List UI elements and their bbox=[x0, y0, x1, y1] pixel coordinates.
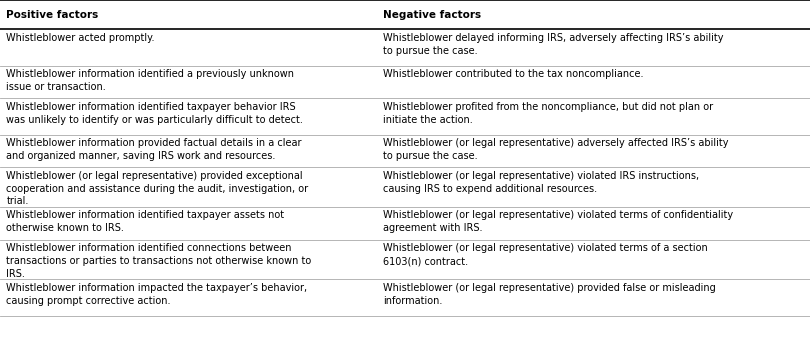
Text: Whistleblower information identified taxpayer behavior IRS
was unlikely to ident: Whistleblower information identified tax… bbox=[6, 102, 304, 125]
Text: Whistleblower (or legal representative) violated IRS instructions,
causing IRS t: Whistleblower (or legal representative) … bbox=[383, 171, 699, 194]
Text: Whistleblower information provided factual details in a clear
and organized mann: Whistleblower information provided factu… bbox=[6, 138, 302, 161]
Text: Whistleblower (or legal representative) provided false or misleading
information: Whistleblower (or legal representative) … bbox=[383, 283, 716, 306]
Text: Positive factors: Positive factors bbox=[6, 10, 99, 20]
Text: Negative factors: Negative factors bbox=[383, 10, 481, 20]
Text: Whistleblower information identified a previously unknown
issue or transaction.: Whistleblower information identified a p… bbox=[6, 69, 295, 92]
Text: Whistleblower information identified connections between
transactions or parties: Whistleblower information identified con… bbox=[6, 243, 312, 279]
Text: Whistleblower (or legal representative) provided exceptional
cooperation and ass: Whistleblower (or legal representative) … bbox=[6, 171, 309, 206]
Text: Whistleblower (or legal representative) violated terms of confidentiality
agreem: Whistleblower (or legal representative) … bbox=[383, 210, 733, 233]
Text: Whistleblower information impacted the taxpayer’s behavior,
causing prompt corre: Whistleblower information impacted the t… bbox=[6, 283, 308, 306]
Text: Whistleblower (or legal representative) violated terms of a section
6103(n) cont: Whistleblower (or legal representative) … bbox=[383, 243, 708, 266]
Text: Whistleblower (or legal representative) adversely affected IRS’s ability
to purs: Whistleblower (or legal representative) … bbox=[383, 138, 729, 161]
Text: Whistleblower contributed to the tax noncompliance.: Whistleblower contributed to the tax non… bbox=[383, 69, 644, 79]
Text: Whistleblower acted promptly.: Whistleblower acted promptly. bbox=[6, 33, 155, 43]
Text: Whistleblower information identified taxpayer assets not
otherwise known to IRS.: Whistleblower information identified tax… bbox=[6, 210, 284, 233]
Text: Whistleblower delayed informing IRS, adversely affecting IRS’s ability
to pursue: Whistleblower delayed informing IRS, adv… bbox=[383, 33, 723, 56]
Text: Whistleblower profited from the noncompliance, but did not plan or
initiate the : Whistleblower profited from the noncompl… bbox=[383, 102, 714, 125]
